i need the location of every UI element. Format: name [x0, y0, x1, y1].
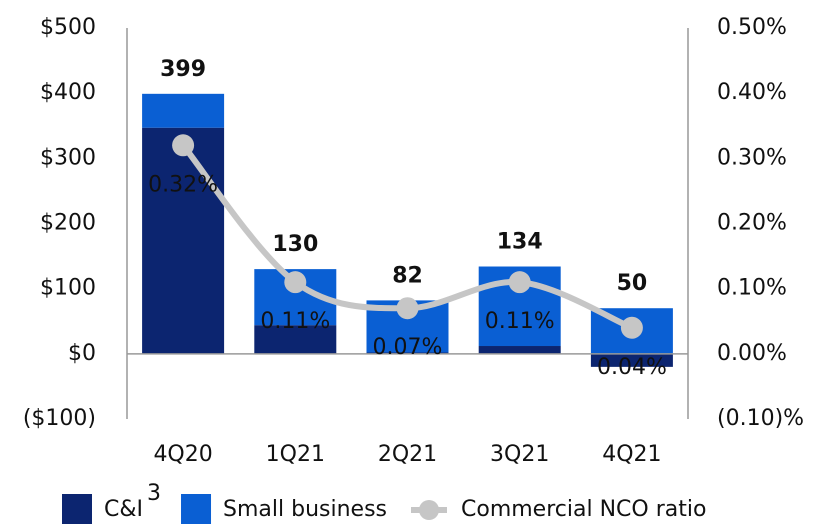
- ratio-label: 0.32%: [148, 172, 218, 197]
- total-label: 134: [497, 230, 543, 255]
- bar-segment: [142, 127, 225, 354]
- y-tick-label: $200: [40, 211, 96, 236]
- ratio-point: [284, 271, 307, 294]
- y-tick-label: $100: [40, 276, 96, 301]
- x-tick-label: 4Q21: [602, 442, 661, 467]
- legend-item: Small business: [181, 494, 387, 524]
- y2-tick-label: 0.20%: [717, 211, 787, 236]
- x-tick-label: 2Q21: [378, 442, 437, 467]
- total-label: 130: [272, 232, 318, 257]
- y2-tick-label: 0.50%: [717, 15, 787, 40]
- y-tick-label: $400: [40, 80, 96, 105]
- bar-segment: [478, 346, 561, 354]
- x-tick-label: 1Q21: [266, 442, 325, 467]
- ratio-label: 0.11%: [260, 309, 330, 334]
- ratio-label: 0.11%: [485, 309, 555, 334]
- ratio-point: [172, 134, 195, 157]
- x-tick-label: 4Q20: [153, 442, 212, 467]
- y2-tick-label: 0.00%: [717, 341, 787, 366]
- y2-tick-label: 0.40%: [717, 80, 787, 105]
- y2-tick-label: (0.10)%: [717, 406, 804, 431]
- legend-swatch: [181, 494, 212, 524]
- legend-label: Commercial NCO ratio: [461, 497, 706, 522]
- ratio-label: 0.07%: [373, 335, 443, 360]
- ratio-point: [620, 316, 643, 339]
- ratio-point: [396, 297, 419, 320]
- y2-tick-label: 0.10%: [717, 276, 787, 301]
- legend-item: C&I3: [62, 481, 161, 524]
- legend-item: Commercial NCO ratio: [411, 497, 706, 522]
- legend-swatch: [62, 494, 92, 524]
- y-tick-label: $500: [40, 15, 96, 40]
- legend-superscript: 3: [147, 481, 161, 506]
- y-tick-label: ($100): [23, 406, 96, 431]
- x-tick-label: 3Q21: [490, 442, 549, 467]
- ratio-point: [508, 271, 531, 294]
- legend-label: C&I: [104, 497, 143, 522]
- bar-segment: [142, 93, 225, 128]
- bar-segment: [590, 353, 673, 367]
- legend-label: Small business: [223, 497, 387, 522]
- ratio-label: 0.04%: [597, 355, 667, 380]
- legend-marker: [419, 500, 439, 520]
- y-tick-label: $0: [68, 341, 96, 366]
- total-label: 399: [160, 57, 206, 82]
- bar-segment: [254, 325, 337, 354]
- y-tick-label: $300: [40, 145, 96, 170]
- total-label: 82: [392, 263, 423, 288]
- y2-tick-label: 0.30%: [717, 145, 787, 170]
- total-label: 50: [617, 271, 648, 296]
